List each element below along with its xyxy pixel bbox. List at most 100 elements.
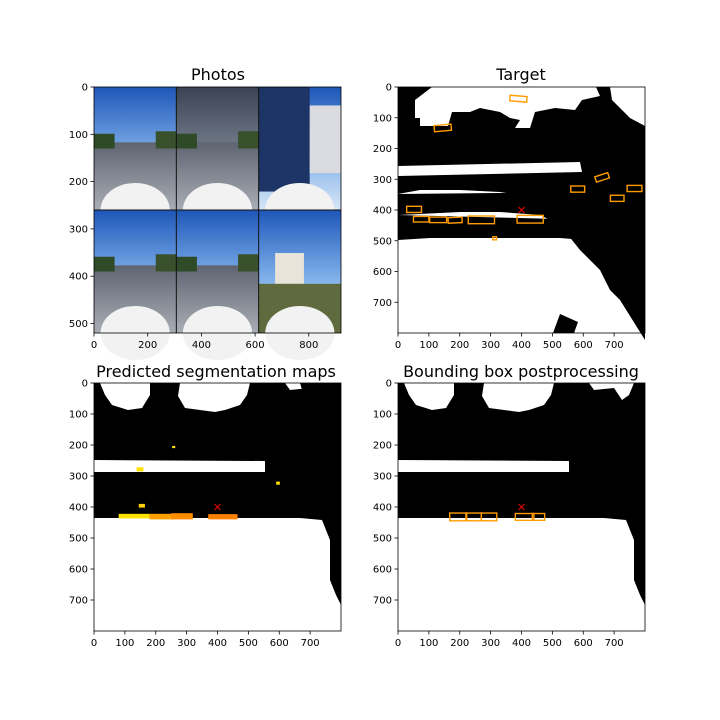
photo-tile-road-bus-ahead <box>176 210 259 361</box>
y-tick-label: 0 <box>386 379 392 390</box>
y-tick-label: 0 <box>82 83 88 94</box>
x-tick-label: 0 <box>395 340 401 351</box>
y-tick-label: 200 <box>373 441 392 452</box>
bbox-target <box>508 94 528 103</box>
y-tick-label: 700 <box>373 596 392 607</box>
y-tick-label: 200 <box>373 144 392 155</box>
x-tick-label: 400 <box>192 340 211 351</box>
x-tick-label: 100 <box>115 638 134 649</box>
panel-title-photos: Photos <box>191 65 245 84</box>
bbox-target <box>492 236 498 241</box>
bbox-bounding-box-postprocessing <box>514 512 535 522</box>
bbox-target <box>609 194 625 203</box>
y-tick-label: 500 <box>69 534 88 545</box>
bbox-target <box>405 205 423 214</box>
x-tick-label: 0 <box>395 638 401 649</box>
panel-title-target: Target <box>495 65 546 84</box>
x-tick-label: 500 <box>239 638 258 649</box>
y-tick-label: 200 <box>69 177 88 188</box>
x-tick-label: 500 <box>543 638 562 649</box>
x-tick-label: 400 <box>512 340 531 351</box>
bbox-bounding-box-postprocessing <box>480 512 498 522</box>
y-tick-label: 500 <box>69 319 88 330</box>
pred-mask-region <box>94 383 341 605</box>
bbox-target <box>570 185 586 193</box>
y-tick-label: 100 <box>69 410 88 421</box>
y-tick-label: 500 <box>373 534 392 545</box>
target-mask-region <box>553 314 578 333</box>
y-tick-label: 0 <box>386 83 392 94</box>
y-tick-label: 400 <box>373 503 392 514</box>
bbox-target <box>412 215 430 223</box>
y-tick-label: 300 <box>69 224 88 235</box>
x-tick-label: 100 <box>419 340 438 351</box>
bbox-target <box>447 216 463 225</box>
y-tick-label: 600 <box>69 565 88 576</box>
x-tick-label: 700 <box>301 638 320 649</box>
ego-marker <box>214 503 221 511</box>
y-tick-label: 700 <box>373 298 392 309</box>
pred-vehicle-blob <box>171 513 193 520</box>
y-tick-label: 400 <box>69 272 88 283</box>
pred-vehicle-blob <box>118 513 150 519</box>
y-tick-label: 0 <box>82 379 88 390</box>
y-tick-label: 300 <box>373 472 392 483</box>
y-tick-label: 600 <box>373 565 392 576</box>
photo-tile-street-sky <box>94 87 177 238</box>
pred-lane-gap <box>94 460 265 472</box>
x-tick-label: 800 <box>299 340 318 351</box>
y-tick-label: 100 <box>373 113 392 124</box>
x-tick-label: 600 <box>270 638 289 649</box>
ego-marker <box>518 503 525 511</box>
target-mask-region <box>398 87 432 125</box>
y-tick-label: 100 <box>373 410 392 421</box>
x-tick-label: 100 <box>419 638 438 649</box>
post-lane-gap <box>398 460 569 472</box>
x-tick-label: 700 <box>605 340 624 351</box>
y-tick-label: 200 <box>69 441 88 452</box>
axes-frame <box>93 86 342 334</box>
bbox-target <box>593 171 611 184</box>
pred-mask-region <box>300 383 341 412</box>
bbox-target <box>433 123 453 133</box>
x-tick-label: 600 <box>246 340 265 351</box>
y-tick-label: 100 <box>69 130 88 141</box>
y-tick-label: 300 <box>373 175 392 186</box>
x-tick-label: 400 <box>512 638 531 649</box>
x-tick-label: 300 <box>481 638 500 649</box>
bbox-target <box>428 216 448 224</box>
pred-vehicle-blob <box>276 481 280 485</box>
y-tick-label: 600 <box>373 267 392 278</box>
y-tick-label: 400 <box>373 206 392 217</box>
ego-marker <box>518 206 525 214</box>
target-lane-gap <box>398 162 582 176</box>
bbox-bounding-box-postprocessing <box>531 512 546 522</box>
x-tick-label: 300 <box>481 340 500 351</box>
x-tick-label: 200 <box>146 638 165 649</box>
photos-panel <box>94 87 341 361</box>
x-tick-label: 500 <box>543 340 562 351</box>
pred-vehicle-blob <box>149 513 175 520</box>
x-tick-label: 600 <box>574 340 593 351</box>
x-tick-label: 300 <box>177 638 196 649</box>
x-tick-label: 600 <box>574 638 593 649</box>
pred-vehicle-blob <box>138 503 145 508</box>
y-tick-label: 400 <box>69 503 88 514</box>
x-tick-label: 200 <box>450 340 469 351</box>
y-tick-label: 700 <box>69 596 88 607</box>
photo-tile-wet-road-left <box>94 210 177 361</box>
bbox-target <box>626 184 643 193</box>
pred-vehicle-blob <box>136 467 144 472</box>
x-tick-label: 0 <box>91 340 97 351</box>
x-tick-label: 200 <box>450 638 469 649</box>
pred-vehicle-blob <box>172 445 176 449</box>
y-tick-label: 300 <box>69 472 88 483</box>
panel-title-pred: Predicted segmentation maps <box>96 362 336 381</box>
pred-vehicle-blob <box>208 514 238 520</box>
post-mask-region <box>398 383 645 605</box>
target-mask-region <box>398 215 645 300</box>
bbox-target <box>467 215 496 225</box>
x-tick-label: 200 <box>138 340 157 351</box>
bbox-target <box>516 214 544 224</box>
